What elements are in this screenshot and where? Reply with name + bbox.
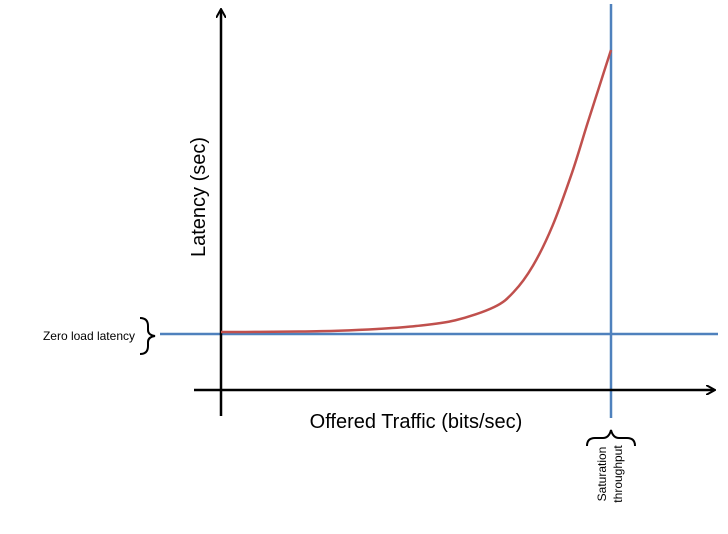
y-axis-label: Latency (sec) bbox=[188, 137, 210, 257]
x-axis-label: Offered Traffic (bits/sec) bbox=[310, 411, 523, 433]
saturation-label-line2: throughput bbox=[611, 445, 625, 503]
saturation-throughput-brace-icon bbox=[586, 429, 636, 447]
zero-load-latency-brace-icon bbox=[139, 317, 156, 355]
series-line bbox=[220, 49, 613, 334]
saturation-label-line1: Saturation bbox=[595, 447, 609, 502]
zero-load-latency-label: Zero load latency bbox=[43, 329, 135, 343]
